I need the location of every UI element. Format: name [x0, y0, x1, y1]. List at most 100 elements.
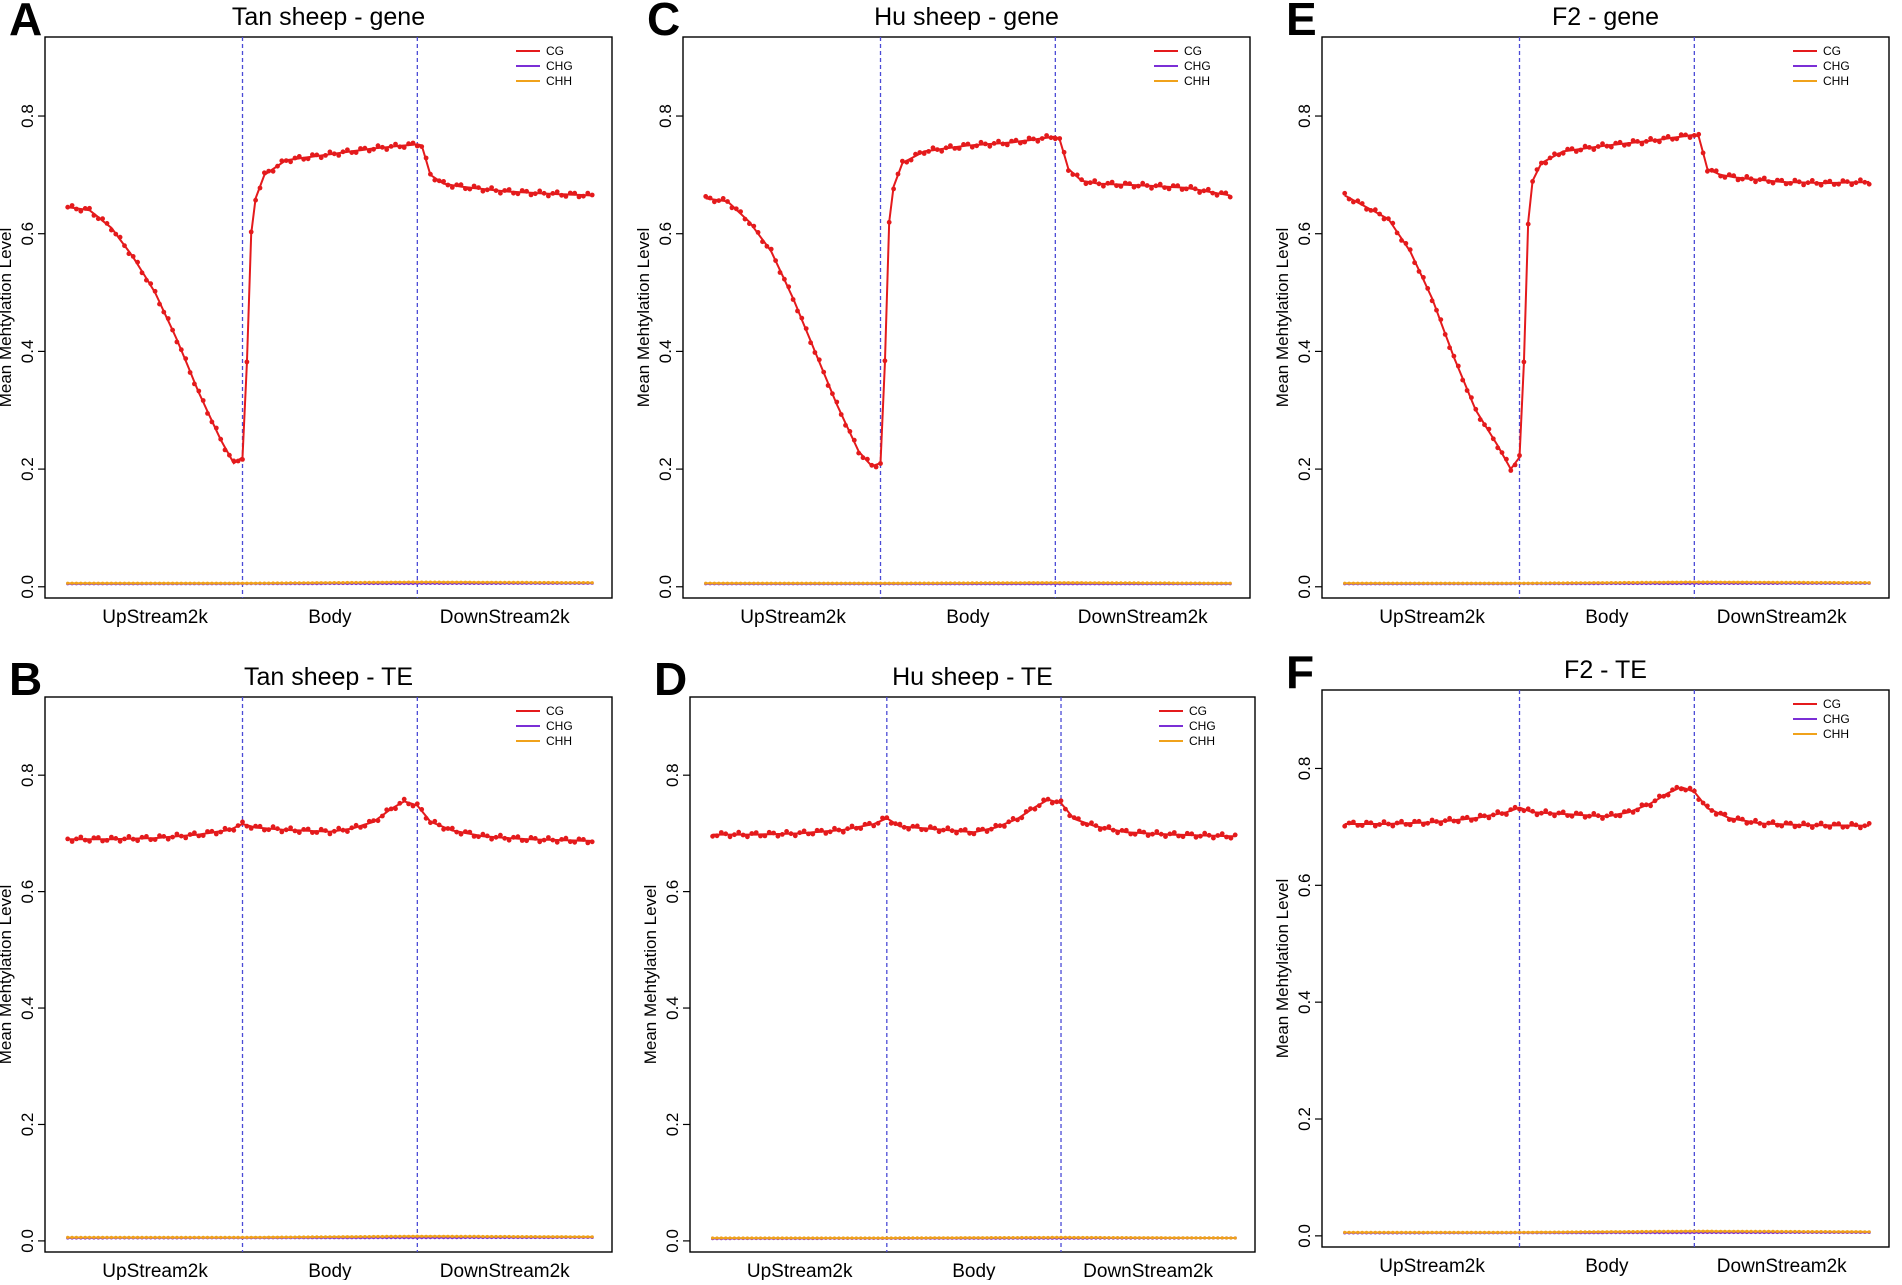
data-point-cg	[471, 834, 477, 839]
data-point-cg	[572, 839, 578, 845]
data-point-cg	[1626, 142, 1632, 147]
chart-title: Tan sheep - gene	[232, 3, 425, 31]
data-point-chh	[1788, 1229, 1793, 1234]
data-point-cg	[519, 188, 525, 193]
data-point-chh	[1478, 1230, 1482, 1234]
data-point-cg	[764, 243, 770, 249]
data-point-chh	[1522, 581, 1526, 585]
data-point-chh	[162, 1235, 166, 1239]
data-point-cg	[1132, 831, 1138, 837]
data-point-chh	[223, 1235, 227, 1239]
data-point-chh	[708, 581, 712, 585]
legend-label-chg: CHG	[1823, 59, 1850, 73]
data-point-chh	[1088, 581, 1092, 585]
data-point-cg	[991, 141, 997, 146]
data-point-cg	[519, 838, 525, 843]
data-point-cg	[1184, 830, 1190, 836]
data-point-chh	[1784, 580, 1788, 585]
data-point-chh	[893, 1236, 898, 1240]
data-point-chh	[1382, 1230, 1386, 1234]
legend-label-chh: CHH	[546, 74, 572, 88]
data-point-chh	[898, 1236, 902, 1240]
data-point-chh	[1373, 1230, 1377, 1234]
data-point-chh	[1129, 1236, 1133, 1240]
data-point-chh	[1640, 580, 1644, 585]
data-point-chh	[153, 581, 157, 585]
data-point-chh	[1732, 1229, 1736, 1233]
data-point-chh	[1224, 1236, 1229, 1240]
data-point-cg	[187, 832, 193, 837]
data-point-cg	[1849, 182, 1855, 188]
data-point-chh	[529, 580, 533, 585]
data-point-chh	[976, 1236, 980, 1240]
data-point-cg	[1691, 133, 1697, 138]
data-point-chh	[1206, 581, 1210, 585]
data-point-chh	[1504, 581, 1508, 585]
data-point-cg	[1482, 813, 1487, 819]
data-point-chh	[1657, 1229, 1661, 1233]
data-point-chh	[950, 1236, 954, 1240]
data-point-cg	[1543, 808, 1549, 814]
data-point-chh	[1767, 1229, 1771, 1233]
data-point-cg	[489, 185, 494, 191]
data-point-cg	[1705, 168, 1710, 174]
data-point-cg	[541, 190, 547, 196]
data-point-cg	[732, 832, 737, 838]
data-point-cg	[773, 258, 778, 263]
data-point-cg	[1700, 800, 1706, 806]
data-point-cg	[707, 195, 713, 201]
data-point-chh	[1184, 581, 1188, 585]
data-point-chh	[785, 1236, 789, 1240]
data-point-cg	[949, 828, 955, 834]
data-point-cg	[65, 204, 71, 210]
data-point-chh	[1007, 1236, 1011, 1240]
data-point-chh	[996, 581, 1001, 585]
data-point-chh	[1133, 1236, 1137, 1240]
data-point-cg	[720, 196, 726, 201]
data-point-cg	[1569, 813, 1575, 819]
data-point-cg	[449, 185, 455, 190]
data-point-chh	[1622, 1230, 1626, 1234]
data-point-cg	[1814, 822, 1820, 828]
legend-label-chg: CHG	[1823, 712, 1850, 726]
data-point-chh	[1526, 1230, 1530, 1234]
data-point-cg	[581, 193, 586, 199]
data-point-chh	[828, 1236, 832, 1240]
data-point-cg	[305, 156, 311, 162]
data-point-chh	[1867, 1230, 1871, 1234]
data-point-cg	[1473, 406, 1479, 412]
data-point-chh	[201, 1235, 205, 1239]
data-point-chh	[96, 1235, 100, 1239]
data-point-cg	[1071, 815, 1077, 820]
data-point-cg	[1381, 819, 1387, 824]
data-point-chh	[1189, 581, 1193, 585]
data-point-cg	[1429, 817, 1435, 823]
data-point-chh	[1837, 581, 1841, 585]
plot-frame	[682, 36, 1251, 599]
data-point-cg	[1792, 824, 1798, 830]
data-point-cg	[1748, 820, 1754, 825]
data-point-cg	[1184, 186, 1189, 192]
data-point-chh	[1644, 580, 1648, 585]
data-point-cg	[174, 831, 180, 837]
data-point-cg	[336, 153, 342, 158]
data-point-cg	[380, 144, 385, 150]
data-point-cg	[1093, 823, 1099, 828]
data-point-chh	[450, 1234, 454, 1238]
data-point-cg	[1127, 181, 1132, 187]
data-point-cg	[1010, 816, 1016, 821]
data-point-cg	[923, 827, 929, 833]
data-point-chh	[1705, 1229, 1709, 1233]
data-point-chh	[769, 581, 773, 585]
data-point-chh	[1097, 581, 1101, 585]
data-point-chh	[896, 581, 900, 585]
data-point-cg	[183, 356, 189, 361]
data-point-cg	[762, 833, 768, 839]
data-point-cg	[1473, 816, 1479, 822]
data-point-chh	[232, 1235, 236, 1239]
data-point-chh	[1356, 581, 1360, 585]
data-point-cg	[1013, 137, 1019, 143]
data-point-cg	[1573, 810, 1579, 816]
data-point-chh	[774, 581, 778, 585]
